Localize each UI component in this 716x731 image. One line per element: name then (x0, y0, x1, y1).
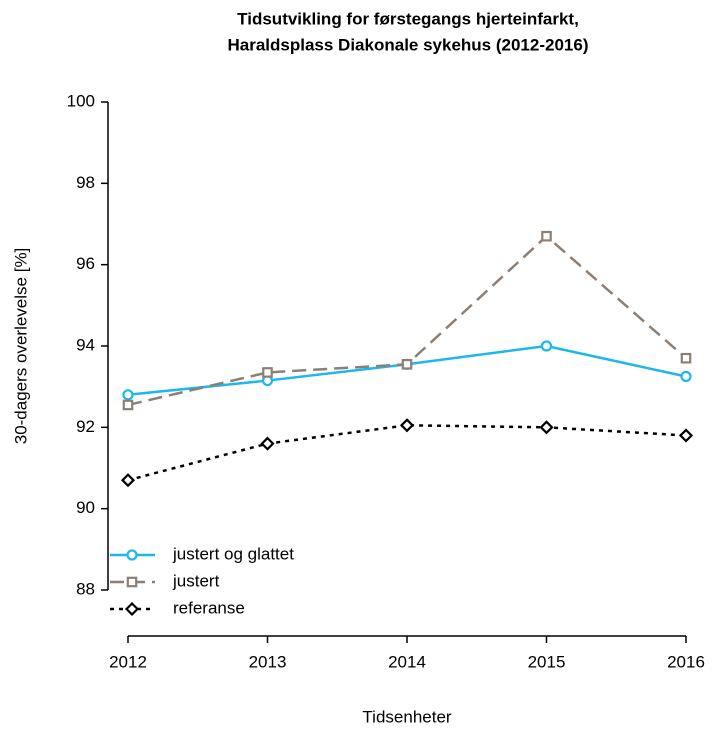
series-line (127, 234, 687, 407)
legend-label: justert og glattet (172, 544, 294, 563)
y-tick-label: 92 (76, 417, 95, 436)
data-point (401, 359, 413, 370)
series-line (127, 424, 687, 482)
y-tick-label: 88 (76, 579, 95, 598)
data-point (680, 370, 692, 383)
x-tick-label: 2016 (667, 652, 705, 671)
x-tick-label: 2013 (249, 652, 287, 671)
chart-title: Haraldsplass Diakonale sykehus (2012-201… (228, 35, 589, 54)
y-tick-label: 98 (76, 173, 95, 192)
legend-label: justert (172, 571, 220, 590)
data-point (260, 436, 275, 451)
legend-marker (124, 601, 140, 617)
legend-marker (126, 576, 138, 588)
data-point (262, 367, 273, 378)
legend-label: referanse (173, 598, 245, 617)
data-point (540, 340, 553, 352)
data-point (541, 230, 552, 242)
y-tick-label: 90 (76, 498, 95, 517)
data-point (678, 428, 694, 443)
x-axis-label: Tidsenheter (362, 707, 451, 726)
y-tick-label: 100 (67, 91, 95, 110)
legend-marker (126, 549, 138, 561)
data-point (539, 420, 554, 435)
x-tick-label: 2015 (528, 652, 566, 671)
data-point (120, 473, 136, 488)
chart-title: Tidsutvikling for førstegangs hjerteinfa… (237, 9, 579, 28)
series-line (127, 344, 687, 397)
y-axis-label: 30-dagers overlevelse [%] (11, 248, 30, 445)
data-point (122, 399, 134, 411)
y-tick-label: 94 (76, 335, 95, 354)
x-tick-label: 2014 (388, 652, 426, 671)
data-point (680, 352, 692, 364)
y-tick-label: 96 (76, 254, 95, 273)
x-tick-label: 2012 (109, 652, 147, 671)
data-point (399, 418, 415, 433)
data-point (122, 389, 134, 401)
